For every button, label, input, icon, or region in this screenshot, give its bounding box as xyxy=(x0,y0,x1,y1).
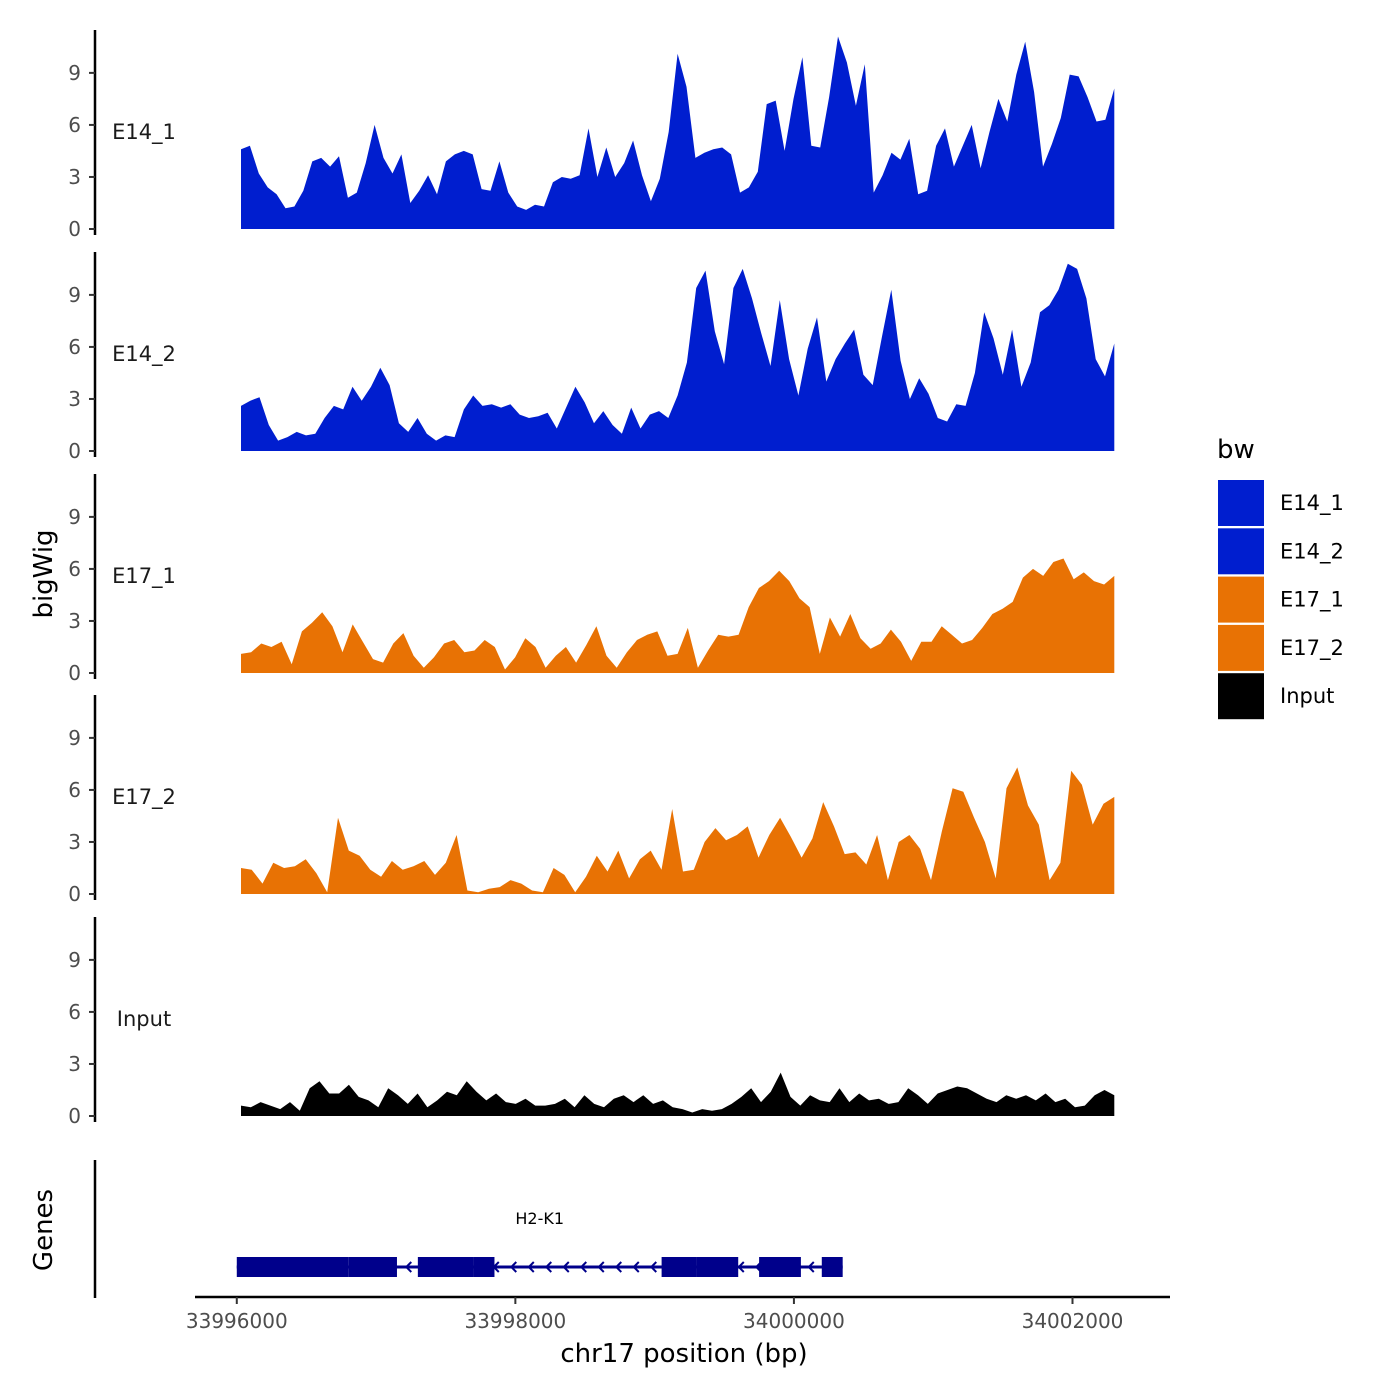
y-tick-label: 6 xyxy=(68,335,81,359)
x-axis: 33996000 33998000 34000000 34002000 xyxy=(186,1295,1170,1333)
legend-swatch-e14-2 xyxy=(1218,528,1264,575)
track-label: E17_2 xyxy=(112,785,176,810)
legend-title: bw xyxy=(1217,435,1255,465)
y-tick-label: 3 xyxy=(68,830,81,854)
y-tick-label: 3 xyxy=(68,165,81,189)
y-tick-label: 6 xyxy=(68,557,81,581)
x-tick-label: 34002000 xyxy=(1022,1309,1124,1333)
strand-arrow xyxy=(579,1261,587,1273)
area-e14-1 xyxy=(241,36,1115,229)
gene-exon xyxy=(661,1257,697,1277)
signal-tracks: 0 3 6 9 E14_1 0 3 6 9 E14_2 0 3 6 9 E17_1 0 3 6 9 E17_2 0 3 6 9… xyxy=(68,30,1115,1128)
strand-arrow xyxy=(404,1261,412,1273)
strand-arrow xyxy=(737,1261,745,1273)
y-tick-label: 3 xyxy=(68,387,81,411)
strand-arrow xyxy=(562,1261,570,1273)
legend-label: E17_2 xyxy=(1280,636,1344,661)
y-tick-label: 9 xyxy=(68,726,81,750)
strand-arrow xyxy=(614,1261,622,1273)
strand-arrow xyxy=(509,1261,517,1273)
x-tick-label: 34000000 xyxy=(743,1309,845,1333)
y-tick-label: 6 xyxy=(68,778,81,802)
legend-label: E17_1 xyxy=(1280,588,1344,613)
strand-arrow xyxy=(527,1261,535,1273)
y-tick-label: 6 xyxy=(68,113,81,137)
legend-label: Input xyxy=(1280,684,1334,708)
y-tick-label: 0 xyxy=(68,1104,81,1128)
y-tick-label: 0 xyxy=(68,439,81,463)
gene-exon xyxy=(696,1257,739,1277)
gene-label: H2-K1 xyxy=(515,1209,564,1228)
track-input: 0 3 6 9 Input xyxy=(68,917,1115,1128)
track-label: E14_1 xyxy=(112,120,176,145)
track-e17-2: 0 3 6 9 E17_2 xyxy=(68,695,1115,906)
gene-exon xyxy=(417,1257,474,1277)
y-tick-label: 9 xyxy=(68,505,81,529)
area-e17-2 xyxy=(241,767,1115,894)
y-tick-label: 9 xyxy=(68,283,81,307)
area-e17-1 xyxy=(241,558,1115,673)
area-e14-2 xyxy=(241,263,1115,451)
y-tick-label: 9 xyxy=(68,948,81,972)
y-tick-label: 3 xyxy=(68,1052,81,1076)
legend-swatch-e17-2 xyxy=(1218,624,1264,671)
gene-exon xyxy=(348,1257,397,1277)
gene-exon xyxy=(473,1257,495,1277)
track-label: E17_1 xyxy=(112,564,176,589)
gene-exon xyxy=(759,1257,801,1277)
y-tick-label: 9 xyxy=(68,61,81,85)
x-axis-title: chr17 position (bp) xyxy=(560,1339,807,1369)
track-e17-1: 0 3 6 9 E17_1 xyxy=(68,474,1115,685)
track-e14-2: 0 3 6 9 E14_2 xyxy=(68,252,1115,463)
strand-arrow xyxy=(807,1261,815,1273)
track-e14-1: 0 3 6 9 E14_1 xyxy=(68,30,1115,241)
x-tick-label: 33996000 xyxy=(186,1309,288,1333)
y-axis-title: bigWig xyxy=(29,529,59,618)
strand-arrow xyxy=(649,1261,657,1273)
legend-label: E14_2 xyxy=(1280,539,1344,564)
strand-arrow xyxy=(597,1261,605,1273)
strand-arrow xyxy=(544,1261,552,1273)
y-tick-label: 0 xyxy=(68,217,81,241)
legend-swatch-e14-1 xyxy=(1218,480,1264,526)
legend-swatch-input xyxy=(1218,673,1264,720)
area-input xyxy=(241,1072,1115,1116)
legend-swatch-e17-1 xyxy=(1218,576,1264,623)
legend: bw E14_1 E14_2 E17_1 E17_2 Input xyxy=(1217,435,1344,720)
track-label: Input xyxy=(117,1007,171,1031)
gene-exon xyxy=(821,1257,843,1277)
y-tick-label: 0 xyxy=(68,882,81,906)
x-tick-label: 33998000 xyxy=(464,1309,566,1333)
legend-label: E14_1 xyxy=(1280,491,1344,516)
track-label: E14_2 xyxy=(112,342,176,367)
gene-exon xyxy=(236,1257,349,1277)
genes-axis-title: Genes xyxy=(29,1189,59,1271)
genes-panel: H2-K1 xyxy=(93,1160,843,1298)
y-tick-label: 3 xyxy=(68,609,81,633)
strand-arrow xyxy=(632,1261,640,1273)
y-tick-label: 0 xyxy=(68,661,81,685)
y-tick-label: 6 xyxy=(68,1000,81,1024)
